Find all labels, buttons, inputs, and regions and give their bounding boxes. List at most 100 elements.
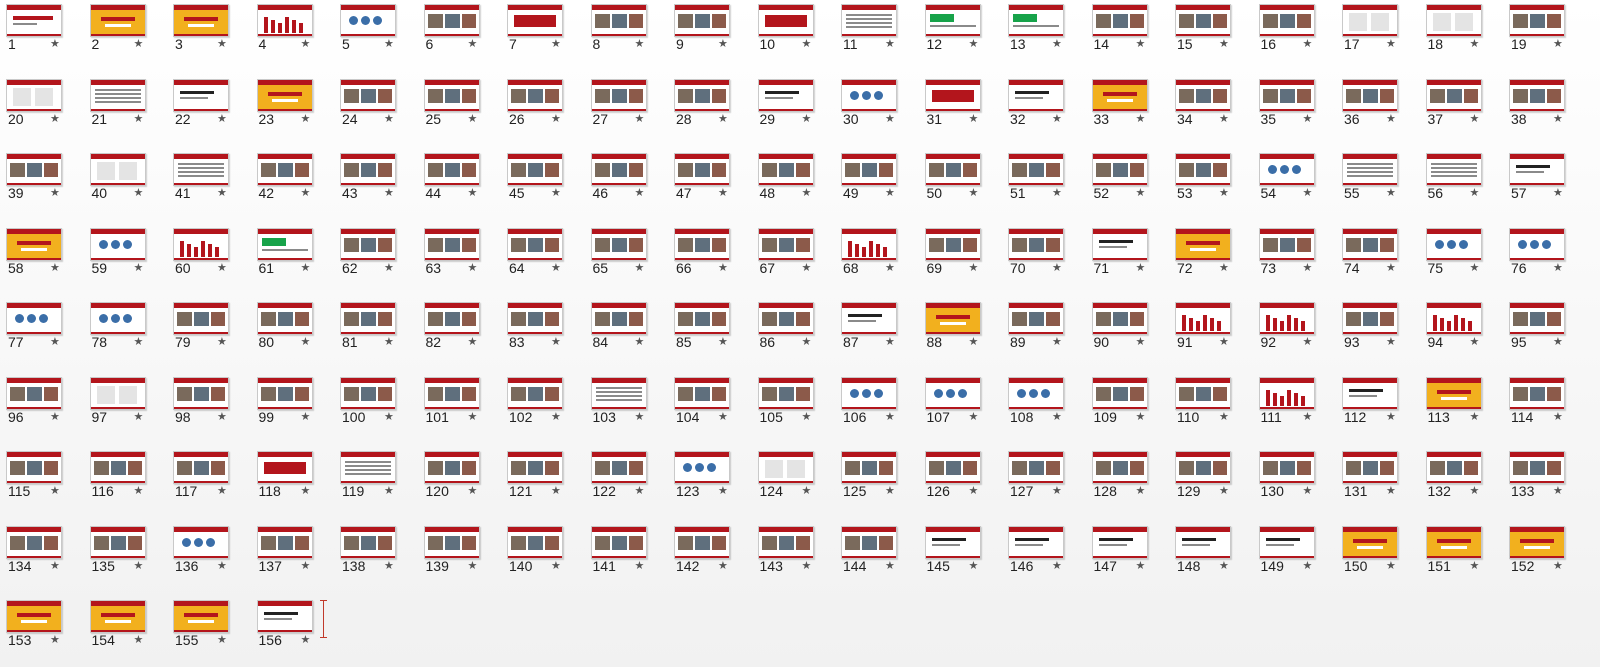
slide-thumbnail-2[interactable]: 2 ★ bbox=[84, 0, 156, 63]
slide-preview[interactable] bbox=[674, 153, 730, 186]
slide-preview[interactable] bbox=[507, 302, 563, 335]
slide-preview[interactable] bbox=[256, 78, 313, 112]
slide-preview[interactable] bbox=[256, 376, 313, 410]
slide-preview[interactable] bbox=[423, 451, 480, 484]
slide-preview[interactable] bbox=[423, 4, 480, 37]
slide-preview[interactable] bbox=[924, 302, 981, 335]
slide-preview[interactable] bbox=[674, 4, 730, 37]
slide-preview[interactable] bbox=[1091, 78, 1148, 112]
slide-preview[interactable] bbox=[1258, 525, 1315, 559]
slide-preview[interactable] bbox=[590, 525, 647, 559]
slide-thumbnail-28[interactable]: 28 ★ bbox=[668, 75, 740, 138]
slide-thumbnail-18[interactable]: 18 ★ bbox=[1420, 0, 1492, 63]
slide-thumbnail-35[interactable]: 35 ★ bbox=[1253, 75, 1325, 138]
slide-preview[interactable] bbox=[1091, 376, 1148, 410]
slide-thumbnail-74[interactable]: 74 ★ bbox=[1336, 224, 1408, 287]
slide-thumbnail-86[interactable]: 86 ★ bbox=[752, 298, 824, 361]
slide-preview[interactable] bbox=[1258, 78, 1315, 112]
slide-thumbnail-30[interactable]: 30 ★ bbox=[835, 75, 907, 138]
slide-thumbnail-65[interactable]: 65 ★ bbox=[585, 224, 657, 287]
slide-preview[interactable] bbox=[340, 451, 396, 484]
slide-thumbnail-55[interactable]: 55 ★ bbox=[1336, 149, 1408, 212]
slide-thumbnail-21[interactable]: 21 ★ bbox=[84, 75, 156, 138]
slide-preview[interactable] bbox=[6, 302, 62, 335]
slide-preview[interactable] bbox=[89, 227, 146, 261]
slide-preview[interactable] bbox=[924, 376, 981, 410]
slide-thumbnail-9[interactable]: 9 ★ bbox=[668, 0, 740, 63]
slide-thumbnail-129[interactable]: 129 ★ bbox=[1169, 447, 1241, 510]
slide-preview[interactable] bbox=[173, 227, 229, 261]
slide-thumbnail-45[interactable]: 45 ★ bbox=[501, 149, 573, 212]
slide-thumbnail-27[interactable]: 27 ★ bbox=[585, 75, 657, 138]
slide-preview[interactable] bbox=[674, 302, 730, 335]
slide-preview[interactable] bbox=[423, 227, 480, 261]
slide-thumbnail-3[interactable]: 3 ★ bbox=[167, 0, 239, 63]
slide-thumbnail-123[interactable]: 123 ★ bbox=[668, 447, 740, 510]
slide-preview[interactable] bbox=[841, 4, 897, 37]
slide-preview[interactable] bbox=[841, 525, 897, 559]
slide-preview[interactable] bbox=[590, 4, 647, 37]
slide-preview[interactable] bbox=[1091, 227, 1148, 261]
slide-preview[interactable] bbox=[924, 451, 981, 484]
slide-thumbnail-81[interactable]: 81 ★ bbox=[334, 298, 406, 361]
slide-preview[interactable] bbox=[924, 525, 981, 559]
slide-thumbnail-104[interactable]: 104 ★ bbox=[668, 373, 740, 436]
slide-thumbnail-119[interactable]: 119 ★ bbox=[334, 447, 406, 510]
slide-thumbnail-152[interactable]: 152 ★ bbox=[1503, 522, 1575, 585]
slide-preview[interactable] bbox=[1091, 451, 1148, 484]
slide-thumbnail-77[interactable]: 77 ★ bbox=[0, 298, 72, 361]
slide-thumbnail-68[interactable]: 68 ★ bbox=[835, 224, 907, 287]
slide-thumbnail-126[interactable]: 126 ★ bbox=[919, 447, 991, 510]
slide-thumbnail-116[interactable]: 116 ★ bbox=[84, 447, 156, 510]
slide-preview[interactable] bbox=[1425, 376, 1482, 410]
slide-thumbnail-125[interactable]: 125 ★ bbox=[835, 447, 907, 510]
slide-thumbnail-56[interactable]: 56 ★ bbox=[1420, 149, 1492, 212]
slide-preview[interactable] bbox=[590, 451, 647, 484]
slide-thumbnail-115[interactable]: 115 ★ bbox=[0, 447, 72, 510]
slide-thumbnail-155[interactable]: 155 ★ bbox=[167, 596, 239, 659]
slide-preview[interactable] bbox=[1258, 451, 1315, 484]
slide-thumbnail-107[interactable]: 107 ★ bbox=[919, 373, 991, 436]
slide-preview[interactable] bbox=[6, 451, 62, 484]
slide-thumbnail-100[interactable]: 100 ★ bbox=[334, 373, 406, 436]
slide-preview[interactable] bbox=[256, 4, 313, 37]
slide-preview[interactable] bbox=[1425, 153, 1482, 186]
slide-preview[interactable] bbox=[590, 153, 647, 186]
slide-preview[interactable] bbox=[507, 4, 563, 37]
slide-preview[interactable] bbox=[1008, 525, 1064, 559]
slide-thumbnail-43[interactable]: 43 ★ bbox=[334, 149, 406, 212]
slide-thumbnail-148[interactable]: 148 ★ bbox=[1169, 522, 1241, 585]
slide-thumbnail-141[interactable]: 141 ★ bbox=[585, 522, 657, 585]
slide-thumbnail-112[interactable]: 112 ★ bbox=[1336, 373, 1408, 436]
slide-preview[interactable] bbox=[1258, 4, 1315, 37]
slide-preview[interactable] bbox=[1342, 302, 1398, 335]
slide-preview[interactable] bbox=[1008, 78, 1064, 112]
slide-thumbnail-64[interactable]: 64 ★ bbox=[501, 224, 573, 287]
slide-thumbnail-113[interactable]: 113 ★ bbox=[1420, 373, 1492, 436]
slide-preview[interactable] bbox=[1509, 153, 1565, 186]
slide-preview[interactable] bbox=[423, 78, 480, 112]
slide-preview[interactable] bbox=[89, 376, 146, 410]
slide-preview[interactable] bbox=[1258, 302, 1315, 335]
slide-preview[interactable] bbox=[423, 153, 480, 186]
slide-thumbnail-50[interactable]: 50 ★ bbox=[919, 149, 991, 212]
slide-thumbnail-96[interactable]: 96 ★ bbox=[0, 373, 72, 436]
slide-preview[interactable] bbox=[757, 78, 814, 112]
slide-thumbnail-7[interactable]: 7 ★ bbox=[501, 0, 573, 63]
slide-thumbnail-91[interactable]: 91 ★ bbox=[1169, 298, 1241, 361]
slide-preview[interactable] bbox=[841, 376, 897, 410]
slide-preview[interactable] bbox=[1091, 4, 1148, 37]
slide-thumbnail-57[interactable]: 57 ★ bbox=[1503, 149, 1575, 212]
slide-preview[interactable] bbox=[1091, 302, 1148, 335]
slide-thumbnail-150[interactable]: 150 ★ bbox=[1336, 522, 1408, 585]
slide-preview[interactable] bbox=[757, 376, 814, 410]
slide-preview[interactable] bbox=[674, 451, 730, 484]
slide-thumbnail-5[interactable]: 5 ★ bbox=[334, 0, 406, 63]
slide-thumbnail-69[interactable]: 69 ★ bbox=[919, 224, 991, 287]
slide-thumbnail-70[interactable]: 70 ★ bbox=[1002, 224, 1074, 287]
slide-thumbnail-12[interactable]: 12 ★ bbox=[919, 0, 991, 63]
slide-preview[interactable] bbox=[6, 525, 62, 559]
slide-preview[interactable] bbox=[1342, 376, 1398, 410]
slide-thumbnail-111[interactable]: 111 ★ bbox=[1253, 373, 1325, 436]
slide-preview[interactable] bbox=[757, 4, 814, 37]
